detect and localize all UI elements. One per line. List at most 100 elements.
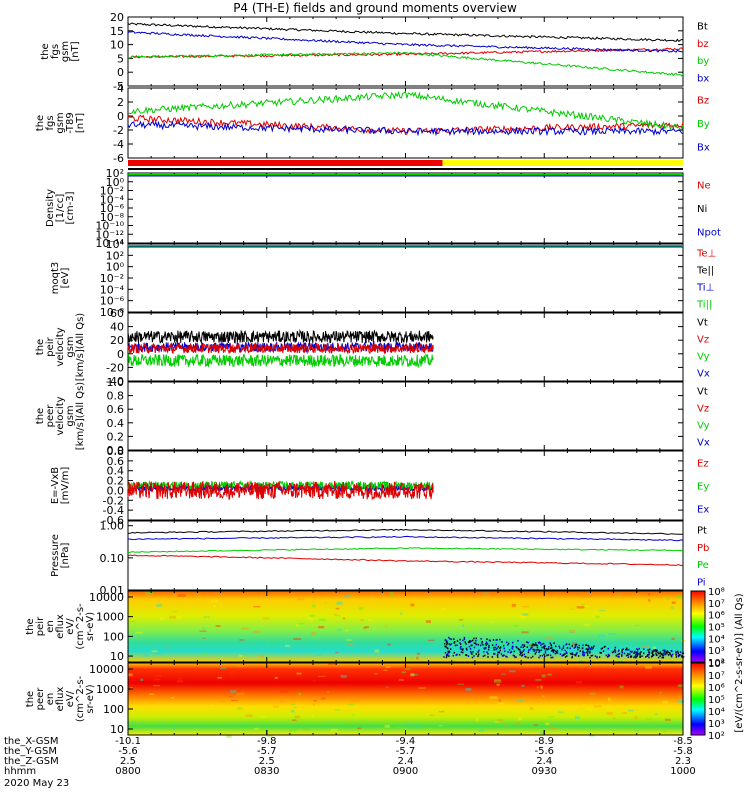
- spectrogram-dropout: [497, 645, 500, 648]
- spectrogram-speckle: [219, 604, 222, 607]
- y-axis-label-line: peir: [35, 616, 46, 636]
- spectrogram-dropout: [477, 655, 479, 658]
- peir-velocity-series-Vt: [127, 328, 434, 344]
- spectrogram-speckle: [309, 614, 316, 618]
- y-axis-label-line: [eV]: [60, 268, 71, 289]
- peer-spectrogram: [128, 663, 683, 735]
- spectrogram-dropout: [629, 655, 632, 658]
- spectrogram-speckle: [340, 674, 347, 678]
- spectrogram-speckle: [311, 604, 316, 608]
- spectrogram-dropout: [544, 650, 547, 652]
- spectrogram-dropout: [465, 647, 468, 650]
- legend-entry: Vy: [697, 352, 710, 363]
- spectrogram-dropout: [508, 649, 511, 651]
- y-tick-label: 10⁻²: [100, 272, 124, 285]
- spectrogram-dropout: [533, 644, 535, 647]
- y-tick-label: 10²: [106, 249, 124, 262]
- spectrogram-dropout: [485, 647, 487, 649]
- peir-eflux-y-label: the peir en eflux eV/(cm^2-s-sr-eV): [25, 603, 96, 650]
- spectrogram-speckle: [549, 726, 557, 730]
- temperature-y-label: moqt3 [eV]: [50, 262, 71, 295]
- spectrogram-dropout: [622, 648, 624, 651]
- spectrogram-speckle: [308, 616, 312, 620]
- spectrogram-dropout: [460, 648, 462, 651]
- spectrogram-speckle: [291, 709, 295, 713]
- spectrogram-speckle: [168, 645, 171, 648]
- spectrogram-dropout: [602, 650, 605, 653]
- colorbar-tick-label: 10⁴: [708, 634, 725, 645]
- spectrogram-speckle: [230, 699, 239, 702]
- spectrogram-speckle: [545, 636, 553, 640]
- spectrogram-dropout: [625, 648, 627, 651]
- panel-density-frame: [127, 172, 684, 244]
- spectrogram-speckle: [280, 690, 289, 693]
- spectrogram-dropout: [527, 641, 529, 644]
- spectrogram-speckle: [296, 672, 302, 675]
- spectrogram-dropout: [627, 656, 630, 658]
- spectrogram-speckle: [536, 686, 539, 689]
- mode-bar-segment: [442, 160, 683, 166]
- colorbar-tick-label: 10⁵: [708, 695, 725, 706]
- spectrogram-speckle: [342, 617, 346, 620]
- spectrogram-dropout: [618, 652, 621, 655]
- y-tick-label: 0: [117, 66, 124, 79]
- spectrogram-speckle: [461, 624, 465, 627]
- spectrogram-dropout: [462, 651, 464, 654]
- y-axis-label-line: eflux: [55, 687, 66, 712]
- spectrogram-dropout: [659, 651, 662, 653]
- spectrogram-dropout: [487, 652, 489, 655]
- spectrogram-dropout: [494, 646, 497, 649]
- spectrogram-dropout: [589, 656, 591, 659]
- y-axis-label-line: [nPa]: [60, 542, 71, 568]
- spectrogram-speckle: [646, 718, 653, 721]
- spectrogram-dropout: [526, 646, 529, 649]
- spectrogram-dropout: [553, 642, 555, 644]
- spectrogram-speckle: [135, 631, 143, 634]
- legend-entry: Ex: [697, 505, 709, 516]
- spectrogram-dropout: [571, 652, 574, 654]
- spectrogram-speckle: [652, 646, 657, 650]
- spectrogram-dropout: [462, 639, 464, 642]
- spectrogram-dropout: [447, 647, 449, 650]
- y-axis-label-line: peer: [45, 404, 56, 428]
- spectrogram-speckle: [173, 727, 177, 730]
- spectrogram-speckle: [616, 641, 621, 644]
- y-tick-label: 100: [103, 703, 124, 716]
- spectrogram-dropout: [522, 650, 524, 653]
- spectrogram-dropout: [575, 643, 578, 646]
- spectrogram-dropout: [501, 641, 503, 643]
- spectrogram-dropout: [445, 641, 448, 643]
- spectrogram-dropout: [563, 654, 565, 656]
- spectrogram-dropout: [553, 649, 555, 652]
- y-axis-label-line: gsm: [55, 112, 66, 133]
- spectrogram-dropout: [617, 655, 619, 658]
- y-tick-label: 0: [117, 348, 124, 361]
- legend-entry: Ti⊥: [696, 283, 714, 294]
- spectrogram-speckle: [438, 725, 444, 727]
- y-gsm-tick: -5.7: [257, 746, 277, 757]
- y-axis-label-line: gsm: [60, 41, 71, 62]
- spectrogram-speckle: [645, 666, 652, 669]
- spectrogram-dropout: [470, 650, 472, 653]
- spectrogram-dropout: [628, 648, 630, 651]
- spectrogram-dropout: [488, 646, 490, 648]
- y-axis-label-line: the: [40, 43, 51, 59]
- y-gsm-tick: -5.7: [396, 746, 416, 757]
- spectrogram-dropout: [659, 655, 661, 657]
- spectrogram-dropout: [485, 641, 488, 644]
- spectrogram-dropout: [535, 649, 537, 651]
- y-axis-label-line: -T89: [65, 112, 76, 134]
- spectrogram-dropout: [636, 654, 639, 657]
- spectrogram-speckle: [312, 703, 316, 706]
- y-axis-label-line: velocity: [55, 327, 66, 366]
- spectrogram-speckle: [202, 626, 205, 630]
- spectrogram-dropout: [481, 640, 483, 643]
- legend-entry: Ez: [697, 459, 709, 470]
- spectrogram-speckle: [144, 654, 150, 657]
- spectrogram-dropout: [667, 654, 670, 656]
- spectrogram-dropout: [578, 646, 580, 649]
- spectrogram-speckle: [665, 597, 670, 600]
- legend-entry: Vx: [697, 438, 710, 449]
- spectrogram-dropout: [532, 643, 534, 645]
- spectrogram-speckle: [575, 716, 580, 719]
